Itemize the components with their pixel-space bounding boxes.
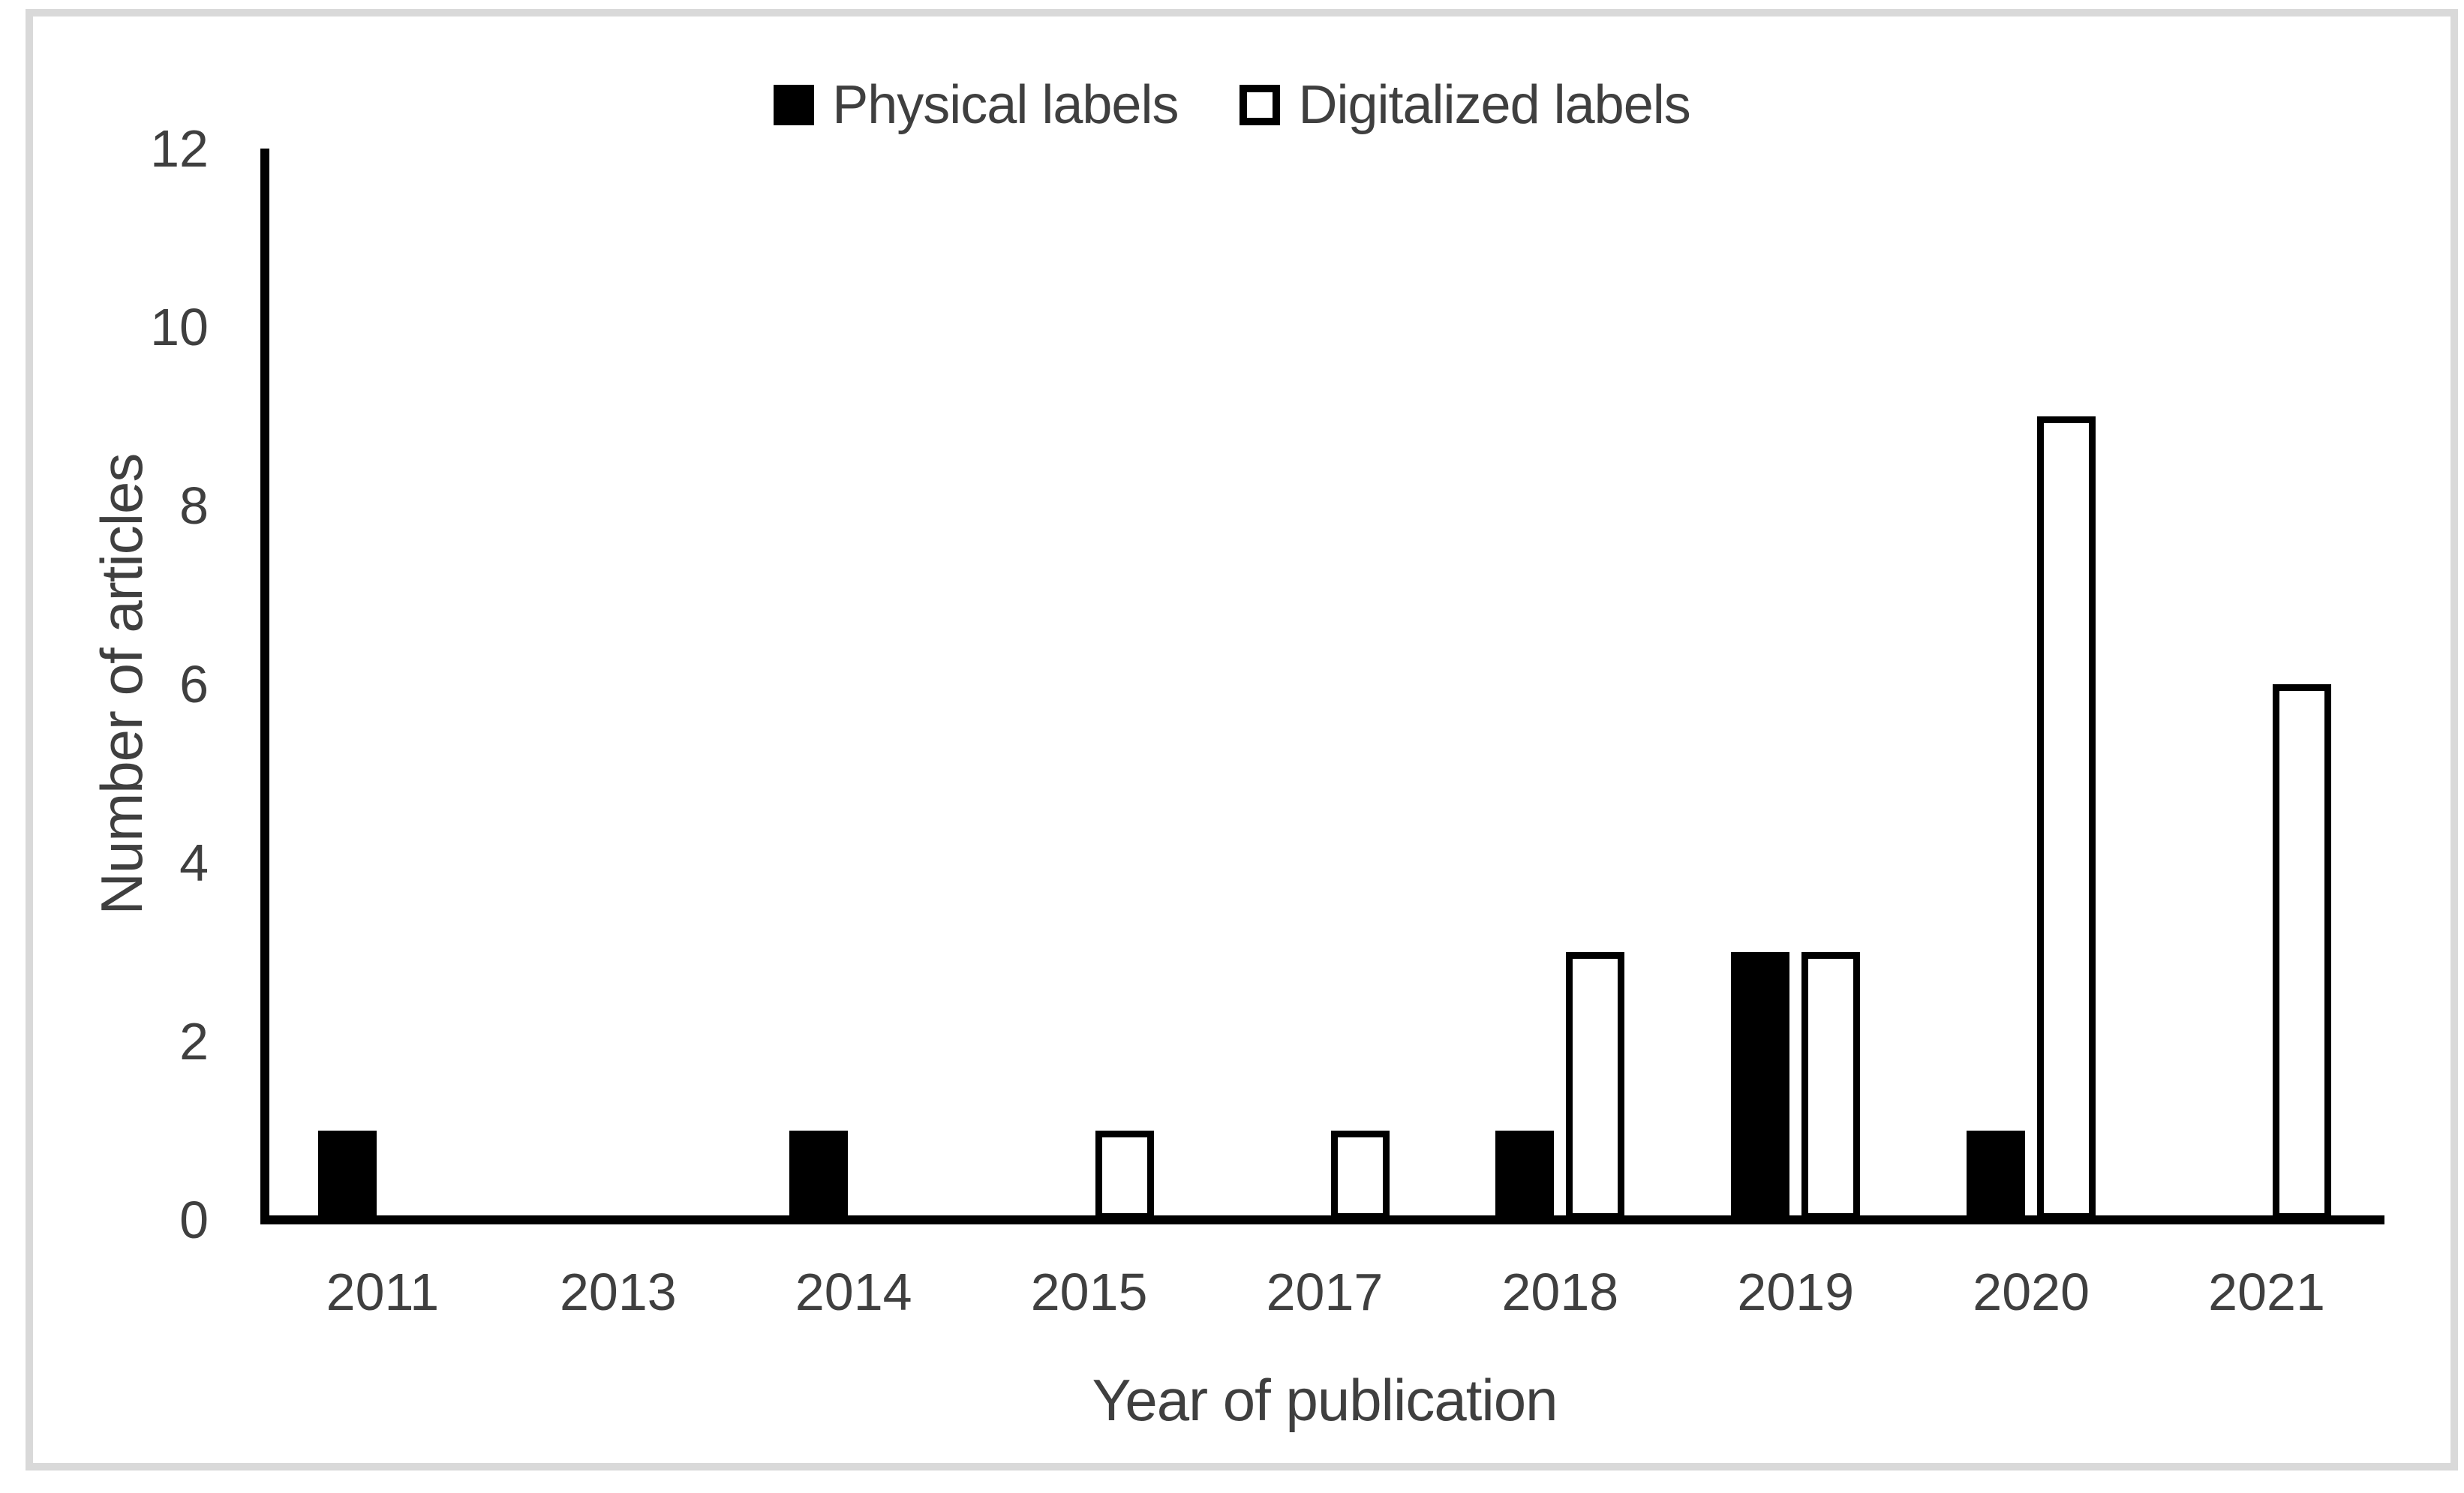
legend-label-physical: Physical labels — [832, 75, 1179, 135]
y-axis-line — [260, 149, 269, 1224]
x-tick-label-2020: 2020 — [1973, 1263, 2090, 1321]
x-tick-label-2013: 2013 — [559, 1263, 677, 1321]
y-tick-label-8: 8 — [179, 476, 209, 535]
legend-swatch-digitalized-icon — [1240, 85, 1281, 125]
y-tick-label-12: 12 — [150, 119, 209, 178]
x-axis-title: Year of publication — [1092, 1367, 1558, 1433]
bar-physical-2020 — [1967, 1131, 2026, 1220]
legend-label-digitalized: Digitalized labels — [1298, 75, 1690, 135]
bar-digitalized-2017 — [1330, 1131, 1390, 1220]
bar-digitalized-2021 — [2273, 684, 2332, 1220]
y-tick-label-0: 0 — [179, 1191, 209, 1249]
legend: Physical labels Digitalized labels — [0, 75, 2464, 135]
bar-digitalized-2018 — [1566, 952, 1625, 1220]
bar-digitalized-2015 — [1095, 1131, 1154, 1220]
legend-swatch-physical-icon — [774, 85, 815, 125]
bar-physical-2018 — [1495, 1131, 1555, 1220]
x-tick-label-2014: 2014 — [795, 1263, 912, 1321]
x-tick-label-2015: 2015 — [1030, 1263, 1148, 1321]
x-tick-label-2018: 2018 — [1501, 1263, 1619, 1321]
x-tick-label-2021: 2021 — [2208, 1263, 2325, 1321]
y-tick-label-4: 4 — [179, 834, 209, 892]
chart-frame-border — [26, 9, 2458, 1470]
y-tick-label-6: 6 — [179, 655, 209, 713]
bar-physical-2014 — [789, 1131, 848, 1220]
bar-physical-2019 — [1731, 952, 1790, 1220]
bar-digitalized-2020 — [2037, 416, 2096, 1220]
bar-physical-2011 — [317, 1131, 377, 1220]
y-tick-label-2: 2 — [179, 1012, 209, 1071]
legend-item-physical: Physical labels — [774, 75, 1179, 135]
x-tick-label-2011: 2011 — [326, 1263, 440, 1321]
x-tick-label-2017: 2017 — [1266, 1263, 1384, 1321]
y-tick-label-10: 10 — [150, 298, 209, 356]
bar-digitalized-2019 — [1801, 952, 1861, 1220]
x-tick-label-2019: 2019 — [1737, 1263, 1855, 1321]
legend-item-digitalized: Digitalized labels — [1240, 75, 1691, 135]
